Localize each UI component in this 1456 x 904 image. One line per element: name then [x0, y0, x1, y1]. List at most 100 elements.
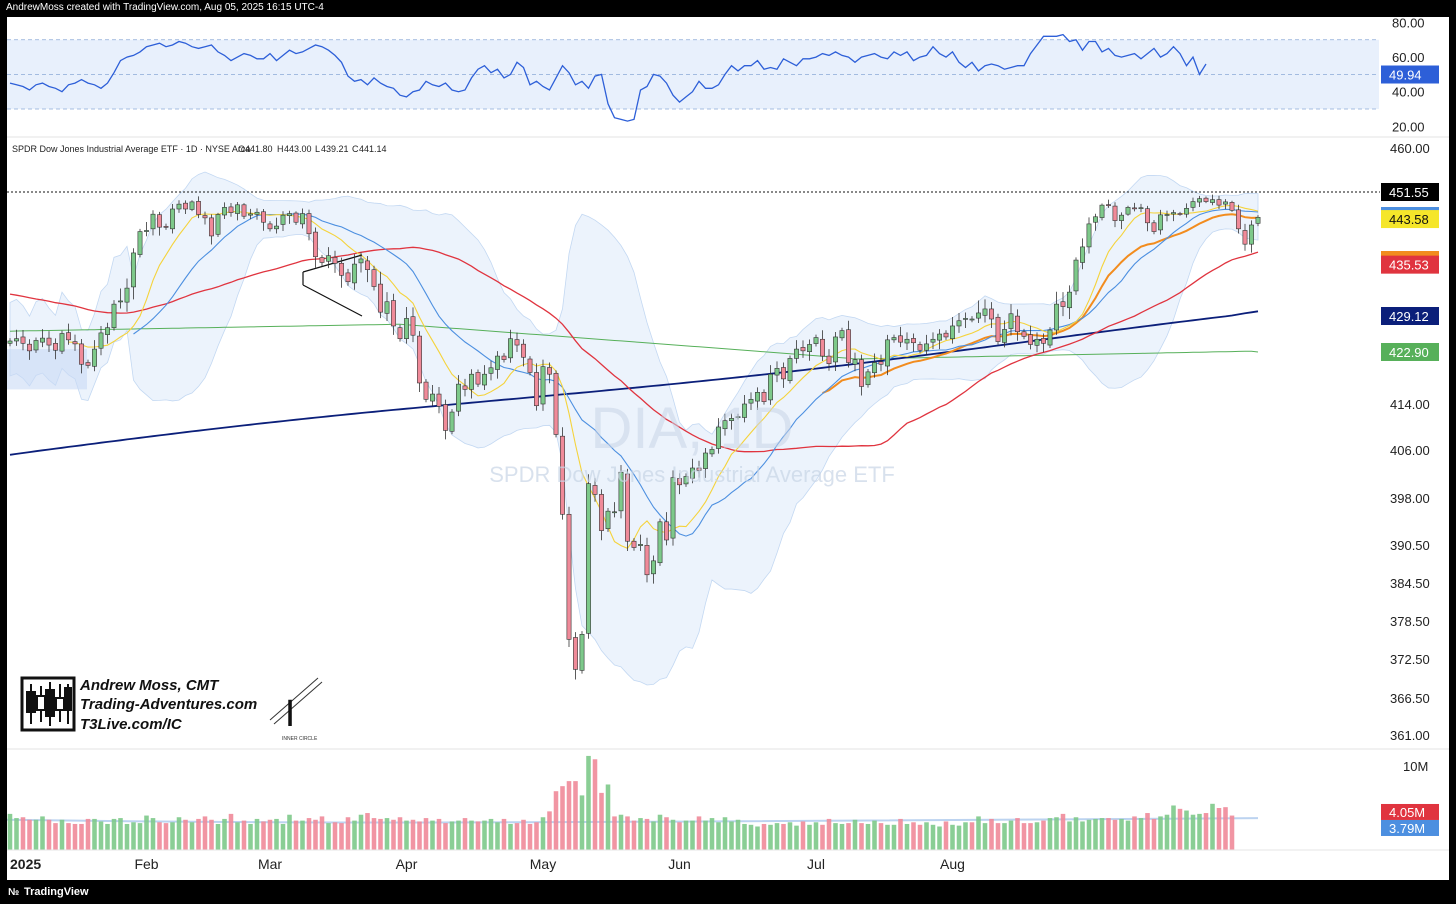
- candle: [53, 343, 58, 351]
- brand-link[interactable]: T3Live.com/IC: [80, 716, 183, 733]
- candle: [345, 272, 351, 283]
- volume-bar: [371, 818, 377, 850]
- volume-bar: [982, 823, 988, 850]
- ohlc-open: 441.80: [245, 144, 273, 154]
- candle: [1242, 230, 1248, 245]
- candle: [365, 260, 370, 270]
- candle: [904, 338, 910, 344]
- candle: [787, 358, 793, 381]
- candle: [410, 316, 416, 336]
- volume-bar: [1086, 819, 1092, 850]
- right-border: [1449, 17, 1456, 880]
- volume-bar: [521, 819, 526, 850]
- volume-bar: [865, 823, 871, 850]
- volume-bar: [794, 825, 799, 850]
- volume-bar: [872, 820, 877, 850]
- candle: [124, 287, 130, 303]
- inner-circle-text: INNER CIRCLE: [282, 736, 318, 742]
- price-badge-label: 422.90: [1389, 345, 1429, 360]
- pennant-pattern: [302, 254, 363, 317]
- volume-bar: [774, 823, 780, 850]
- volume-bar: [469, 820, 474, 850]
- volume-bar: [1028, 823, 1033, 850]
- volume-bar: [7, 813, 13, 850]
- candle: [612, 511, 617, 514]
- candle: [46, 337, 52, 346]
- volume-bar: [638, 818, 643, 850]
- candle: [287, 213, 292, 216]
- inner-circle-letter: I: [285, 693, 296, 735]
- ohlc-close: 441.14: [359, 144, 387, 154]
- candle: [1047, 329, 1053, 346]
- volume-bar: [306, 818, 312, 850]
- volume-bar: [287, 814, 292, 850]
- volume-bar: [781, 823, 786, 850]
- candle: [267, 223, 273, 230]
- x-tick-label: Jun: [668, 856, 691, 872]
- candle: [1132, 207, 1137, 210]
- volume-bar: [1047, 818, 1053, 850]
- volume-bar: [605, 784, 611, 850]
- symbol-line: SPDR Dow Jones Industrial Average ETF · …: [12, 144, 250, 154]
- candle: [547, 367, 552, 375]
- candle: [820, 338, 825, 357]
- volume-bar: [540, 817, 546, 850]
- candle: [7, 340, 13, 344]
- candle: [826, 355, 832, 364]
- candle: [534, 372, 539, 407]
- price-tick-label: 361.00: [1390, 728, 1430, 743]
- volume-bar: [436, 818, 442, 850]
- rsi-tick-label: 80.00: [1392, 15, 1425, 30]
- candle: [540, 366, 546, 405]
- candle: [1190, 201, 1196, 208]
- volume-bar: [27, 819, 32, 850]
- volume-bar: [514, 823, 520, 850]
- candle: [300, 213, 305, 225]
- candle: [709, 449, 715, 455]
- rsi-value-label: 49.94: [1389, 68, 1422, 83]
- x-tick-label: Apr: [396, 856, 418, 872]
- candle: [176, 203, 182, 210]
- candle: [326, 255, 331, 262]
- volume-bar: [534, 822, 539, 850]
- candle: [800, 347, 806, 352]
- candle: [911, 338, 916, 344]
- candle: [1236, 209, 1241, 230]
- candle: [449, 411, 455, 432]
- candle: [1210, 199, 1215, 203]
- candle: [774, 368, 780, 376]
- volume-bar: [709, 818, 715, 850]
- x-tick-label: Mar: [258, 856, 282, 872]
- candle: [696, 467, 702, 471]
- candle: [1197, 198, 1202, 203]
- candle: [579, 633, 585, 671]
- candle: [14, 338, 19, 342]
- candle: [189, 201, 195, 210]
- volume-bar: [404, 820, 409, 850]
- volume-bar: [345, 817, 351, 850]
- candle: [1106, 204, 1111, 206]
- candle: [1249, 224, 1254, 245]
- candle: [937, 333, 942, 341]
- candle: [781, 367, 786, 380]
- candle: [1138, 207, 1144, 210]
- volume-bar: [1106, 818, 1111, 850]
- candle: [27, 343, 32, 352]
- volume-bar: [1093, 818, 1098, 850]
- candle: [508, 338, 513, 359]
- candle: [1125, 207, 1131, 215]
- volume-avg-badge: [1381, 819, 1439, 836]
- candle: [495, 355, 500, 370]
- volume-bar: [703, 820, 708, 850]
- volume-bar: [248, 823, 253, 850]
- ohlc-low-label: L: [315, 144, 320, 154]
- volume-bar: [508, 823, 513, 850]
- volume-bar: [696, 816, 702, 850]
- volume-last-label: 4.05M: [1389, 805, 1425, 820]
- footer-brand[interactable]: TradingView: [24, 886, 89, 898]
- volume-bar: [677, 822, 682, 850]
- candle: [137, 231, 143, 255]
- candle: [742, 403, 747, 418]
- volume-bar: [917, 824, 923, 850]
